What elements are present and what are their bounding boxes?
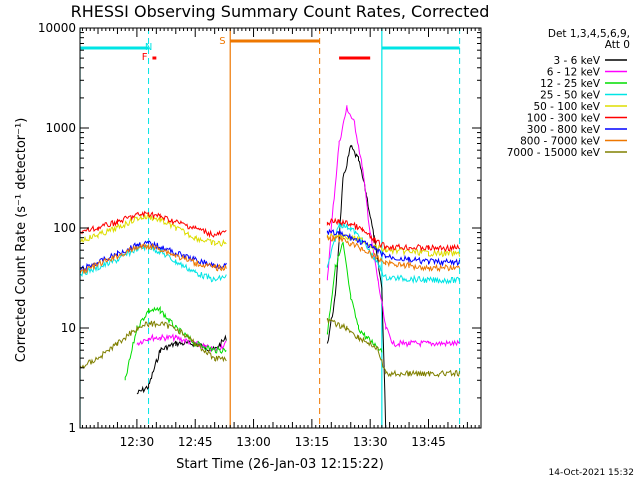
series-line-7 (80, 234, 461, 274)
marker-label-n: N (145, 42, 152, 53)
y-axis-label: Corrected Count Rate (s⁻¹ detector⁻¹) (14, 118, 29, 363)
legend-header-line-0: Det 1,3,4,5,6,9, (548, 28, 630, 40)
legend-label-5: 100 - 300 keV (527, 113, 601, 125)
y-tick-label-0: 1 (68, 421, 76, 435)
legend-label-0: 3 - 6 keV (553, 55, 600, 67)
y-tick-label-2: 100 (53, 221, 76, 235)
y-tick-label-1: 10 (61, 321, 76, 335)
plot-frame (79, 27, 482, 429)
series-line-1 (136, 105, 460, 353)
x-tick-label-4: 13:30 (353, 435, 388, 449)
series-line-6 (80, 228, 461, 272)
series-line-5 (80, 210, 460, 252)
y-tick-label-4: 10000 (38, 21, 76, 35)
legend-label-6: 300 - 800 keV (527, 124, 601, 136)
legend-label-2: 12 - 25 keV (540, 78, 601, 90)
x-tick-label-3: 13:15 (295, 435, 330, 449)
x-tick-label-0: 12:30 (120, 435, 155, 449)
chart-title: RHESSI Observing Summary Count Rates, Co… (71, 2, 490, 21)
x-tick-label-2: 13:00 (236, 435, 271, 449)
marker-label-f: F (142, 52, 148, 63)
legend-label-7: 800 - 7000 keV (520, 136, 601, 148)
x-axis-label: Start Time (26-Jan-03 12:15:22) (176, 457, 384, 472)
x-tick-label-1: 12:45 (178, 435, 213, 449)
legend-header-line-1: Att 0 (605, 39, 630, 51)
timestamp: 14-Oct-2021 15:32 (549, 468, 634, 478)
series-line-3 (80, 222, 461, 285)
legend-label-8: 7000 - 15000 keV (507, 147, 601, 159)
x-tick-label-5: 13:45 (411, 435, 446, 449)
y-tick-label-3: 1000 (45, 121, 76, 135)
series-line-0 (136, 144, 387, 428)
legend-label-3: 25 - 50 keV (540, 90, 601, 102)
marker-label-s: S (219, 36, 225, 47)
legend-label-1: 6 - 12 keV (547, 67, 601, 79)
series-line-8 (80, 317, 461, 378)
series-line-2 (124, 241, 383, 381)
legend-label-4: 50 - 100 keV (533, 101, 600, 113)
